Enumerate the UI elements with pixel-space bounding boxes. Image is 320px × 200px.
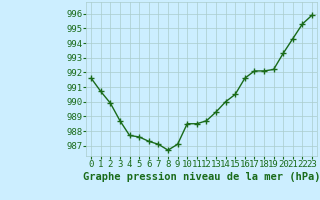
X-axis label: Graphe pression niveau de la mer (hPa): Graphe pression niveau de la mer (hPa) [83, 172, 320, 182]
